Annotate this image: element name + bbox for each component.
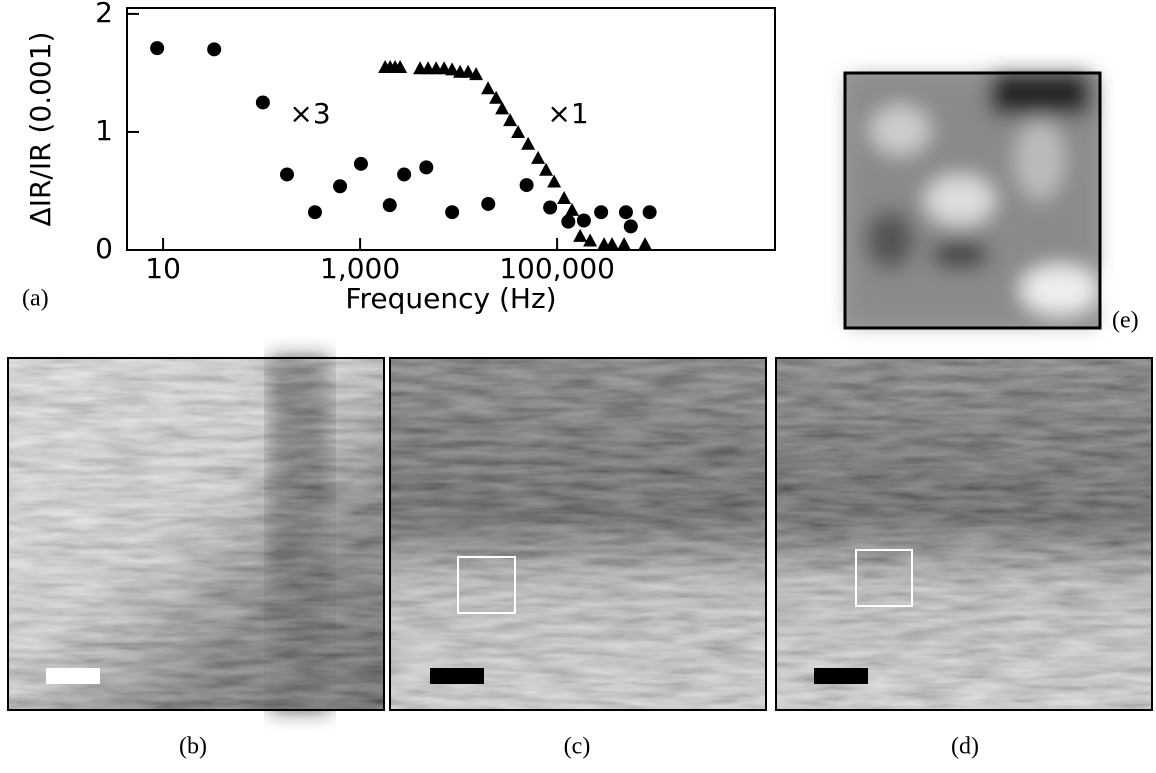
data-point: [594, 205, 609, 220]
data-point: [605, 237, 620, 251]
y-tick-label: 2: [95, 0, 113, 29]
image-c: [389, 357, 767, 711]
data-point: [623, 219, 638, 234]
image-d: [775, 357, 1153, 711]
plot-frame: [126, 7, 776, 251]
data-point: [521, 136, 536, 150]
data-point: [382, 198, 397, 213]
data-point: [445, 205, 460, 220]
annotation: ×1: [547, 97, 588, 130]
data-point: [617, 237, 632, 251]
annotation: ×3: [289, 97, 330, 130]
data-point: [469, 67, 484, 81]
x-tick-label: 1,000: [320, 252, 400, 285]
x-axis-label: Frequency (Hz): [345, 282, 556, 315]
data-point: [576, 213, 591, 228]
panel-label: (c): [564, 734, 591, 760]
data-point: [618, 205, 633, 220]
data-point: [307, 205, 322, 220]
panel-label: (a): [22, 286, 49, 312]
data-point: [561, 214, 576, 229]
data-point: [638, 237, 653, 251]
data-point: [547, 174, 562, 188]
data-point: [419, 160, 434, 175]
data-point: [461, 64, 476, 78]
panel-label: (d): [951, 734, 979, 760]
x-tick-label: 100,000: [499, 252, 615, 285]
y-tick-label: 0: [95, 232, 113, 265]
data-point: [397, 167, 412, 182]
y-axis-label: ΔIR/IR (0.001): [24, 32, 57, 227]
data-point: [519, 178, 534, 193]
data-point: [573, 228, 588, 242]
data-point: [495, 101, 510, 115]
data-point: [642, 205, 657, 220]
data-point: [543, 200, 558, 215]
data-point: [353, 156, 368, 171]
data-point: [255, 95, 270, 110]
data-point: [481, 81, 496, 95]
y-tick-label: 1: [95, 114, 113, 147]
data-point: [279, 167, 294, 182]
panel-label: (b): [179, 734, 207, 760]
data-point: [583, 233, 598, 247]
data-point: [207, 42, 222, 57]
data-point: [333, 179, 348, 194]
data-point: [539, 162, 554, 176]
image-e: [843, 71, 1102, 330]
data-point: [503, 113, 518, 127]
data-point: [531, 150, 546, 164]
data-point: [150, 41, 165, 56]
data-point: [489, 90, 504, 104]
data-point: [557, 191, 572, 205]
data-point: [511, 124, 526, 138]
panel-label: (e): [1112, 308, 1139, 334]
data-point: [481, 196, 496, 211]
x-tick-label: 10: [145, 252, 181, 285]
data-point: [445, 62, 460, 76]
data-point: [393, 60, 408, 74]
image-b: [7, 357, 385, 711]
data-point: [565, 202, 580, 216]
